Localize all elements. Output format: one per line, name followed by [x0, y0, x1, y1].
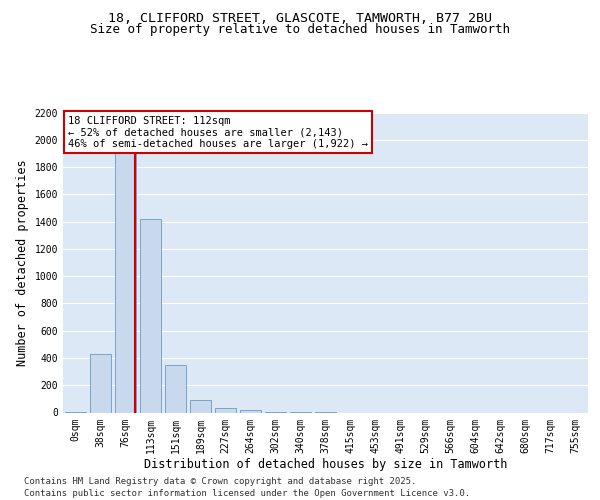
- Bar: [190, 400, 211, 412]
- Bar: [215, 408, 236, 412]
- Text: 18, CLIFFORD STREET, GLASCOTE, TAMWORTH, B77 2BU: 18, CLIFFORD STREET, GLASCOTE, TAMWORTH,…: [108, 12, 492, 26]
- Bar: [90, 354, 111, 412]
- Y-axis label: Number of detached properties: Number of detached properties: [16, 159, 29, 366]
- Text: Size of property relative to detached houses in Tamworth: Size of property relative to detached ho…: [90, 22, 510, 36]
- Bar: [115, 126, 136, 412]
- Text: Contains public sector information licensed under the Open Government Licence v3: Contains public sector information licen…: [24, 488, 470, 498]
- Text: Contains HM Land Registry data © Crown copyright and database right 2025.: Contains HM Land Registry data © Crown c…: [24, 477, 416, 486]
- X-axis label: Distribution of detached houses by size in Tamworth: Distribution of detached houses by size …: [144, 458, 507, 471]
- Bar: [165, 365, 186, 412]
- Bar: [140, 219, 161, 412]
- Bar: [240, 410, 261, 412]
- Text: 18 CLIFFORD STREET: 112sqm
← 52% of detached houses are smaller (2,143)
46% of s: 18 CLIFFORD STREET: 112sqm ← 52% of deta…: [68, 116, 368, 148]
